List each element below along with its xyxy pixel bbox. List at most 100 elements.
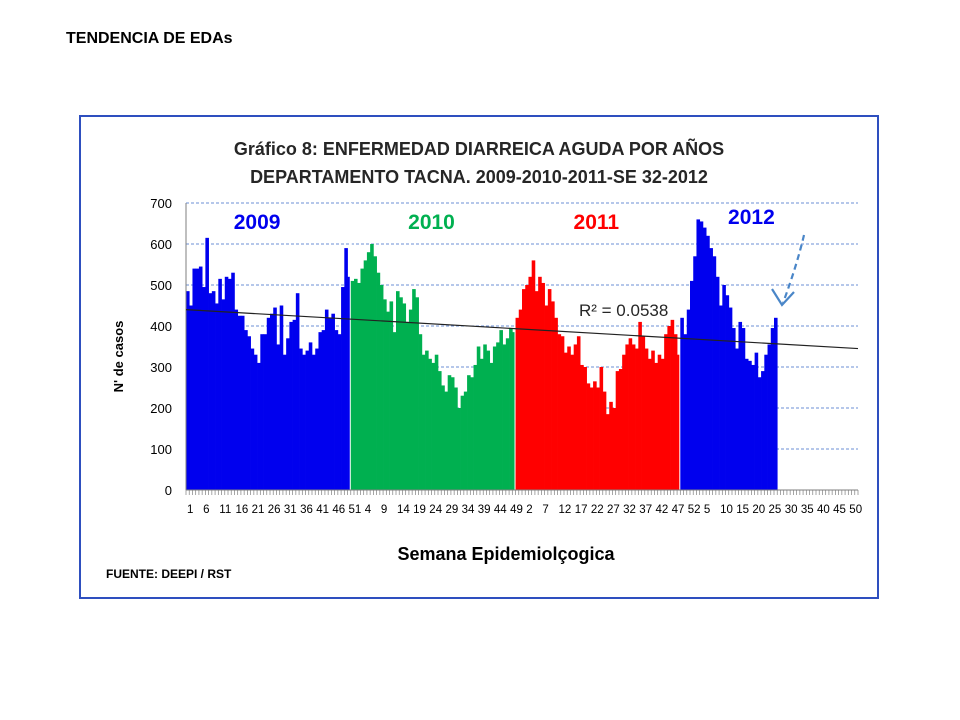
bar-2010-38 [470,377,474,490]
bar-2012-27 [764,354,768,490]
x-tick-label: 34 [462,504,475,516]
bar-2009-23 [257,362,261,490]
bar-2011-14 [557,334,562,490]
bar-2010-40 [476,346,481,490]
x-tick-label: 9 [381,504,387,516]
bar-2010-19 [408,309,413,490]
bar-2009-29 [276,344,281,490]
year-label-2010: 2010 [408,211,455,234]
bar-2011-3 [522,289,526,490]
bar-2012-11 [712,256,717,490]
bar-2012-13 [719,305,723,490]
bar-2009-25 [263,334,268,490]
x-tick-label: 40 [817,504,830,516]
bar-2011-28 [602,391,607,490]
x-tick-label: 15 [736,504,749,516]
bar-2011-34 [622,354,626,490]
bar-2010-5 [363,260,368,490]
x-tick-label: 5 [704,504,710,516]
bar-2010-48 [502,344,507,490]
chart-frame: Gráfico 8: ENFERMEDAD DIARREICA AGUDA PO… [79,115,879,599]
x-tick-label: 6 [203,504,209,516]
bar-2011-5 [528,276,533,490]
bar-2009-49 [341,287,345,490]
bar-2012-14 [722,285,726,490]
bar-2012-15 [725,295,730,490]
x-tick-label: 17 [575,504,588,516]
bar-2009-46 [331,313,335,490]
bar-2010-16 [399,297,403,490]
bar-2009-3 [192,268,197,490]
y-tick-label: 400 [150,319,172,334]
x-tick-label: 47 [672,504,685,516]
x-tick-label: 50 [849,504,862,516]
bar-2011-25 [593,381,597,490]
bar-2010-44 [489,362,494,490]
bar-2010-18 [405,321,410,490]
year-label-2012: 2012 [728,206,775,229]
bar-2011-39 [638,321,642,490]
bar-2010-20 [412,289,416,490]
bar-2012-26 [761,371,765,490]
bar-2011-9 [541,282,545,490]
y-tick-label: 700 [150,196,172,211]
y-tick-label: 0 [165,483,172,498]
bar-2009-2 [189,305,193,490]
bar-2009-19 [244,330,248,490]
bar-2011-4 [525,285,529,490]
bar-2010-13 [389,301,394,490]
bar-2011-29 [606,414,610,490]
bar-2012-16 [728,307,733,490]
bar-2009-22 [253,354,258,490]
chart: Gráfico 8: ENFERMEDAD DIARREICA AGUDA PO… [106,138,862,581]
bar-2011-40 [641,336,646,490]
bar-2012-24 [754,352,759,490]
bar-2010-24 [425,350,429,490]
bar-2009-16 [234,309,239,490]
year-label-2011: 2011 [574,211,620,234]
bar-2010-17 [402,303,407,490]
x-tick-label: 30 [785,504,798,516]
bar-2009-8 [208,293,213,490]
bar-2011-6 [531,260,536,490]
bar-2009-7 [205,237,209,490]
bar-layer [186,203,778,490]
x-tick-label: 22 [591,504,604,516]
x-tick-label: 26 [268,504,281,516]
bar-2010-39 [473,364,478,490]
bar-2009-47 [334,330,339,490]
bar-2009-38 [305,350,310,490]
bar-2009-48 [337,334,342,490]
bar-2012-20 [741,328,746,490]
bar-2009-43 [321,330,326,490]
x-tick-label: 4 [365,504,372,516]
bar-2011-42 [648,358,652,490]
y-axis-title: N' de casos [111,321,126,393]
x-tick-label: 19 [413,504,426,516]
bar-2009-14 [228,278,232,490]
bar-2010-32 [450,377,455,490]
bar-2009-12 [221,299,226,490]
bar-2011-43 [651,350,655,490]
bar-2012-19 [738,321,743,490]
bar-2010-43 [486,350,491,490]
x-tick-label: 35 [801,504,814,516]
x-tick-label: 32 [623,504,636,516]
y-tick-label: 500 [150,278,172,293]
bar-2011-37 [631,344,636,490]
bar-2009-50 [344,248,348,490]
bar-2009-13 [224,276,229,490]
bar-2011-27 [599,367,604,490]
x-tick-label: 24 [429,504,442,516]
bar-2012-30 [774,317,778,490]
bar-2009-9 [211,291,216,490]
bar-2011-49 [670,319,675,490]
bar-2010-31 [447,375,452,490]
bar-2011-38 [635,348,639,490]
bar-2009-31 [282,354,287,490]
x-tick-label: 16 [235,504,248,516]
bar-2012-29 [770,328,775,490]
x-axis-title: Semana Epidemiolçogica [397,544,615,564]
bar-2009-20 [247,336,251,490]
bar-2011-36 [628,338,633,490]
